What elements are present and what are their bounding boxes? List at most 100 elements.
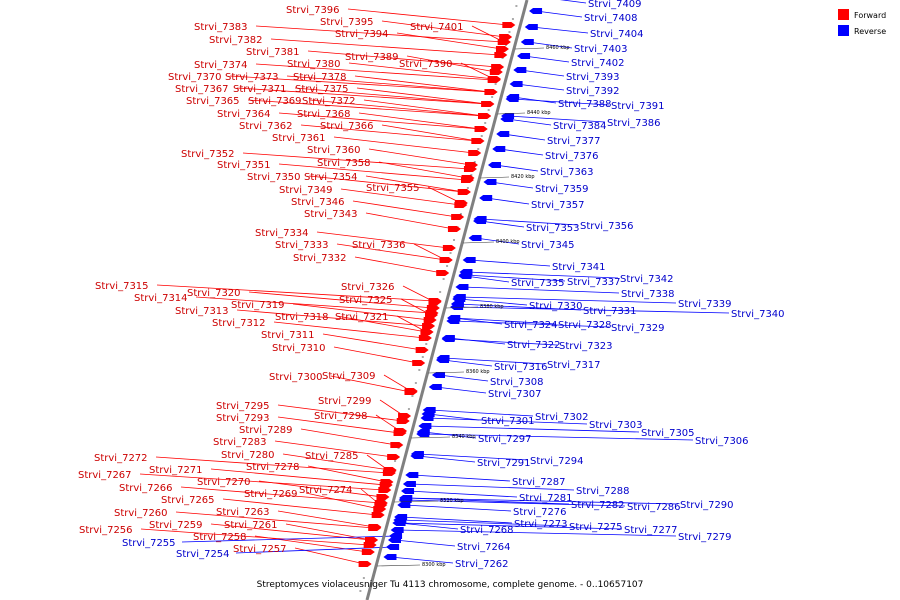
reverse-gene-label[interactable]: Strvi_7264 — [457, 542, 511, 553]
reverse-gene-label[interactable]: Strvi_7337 — [567, 277, 621, 288]
reverse-gene-label[interactable]: Strvi_7291 — [477, 458, 531, 469]
reverse-gene-label[interactable]: Strvi_7388 — [558, 99, 612, 110]
reverse-gene-label[interactable]: Strvi_7308 — [490, 377, 544, 388]
forward-gene-label[interactable]: Strvi_7366 — [320, 121, 374, 132]
forward-gene-label[interactable]: Strvi_7295 — [216, 401, 270, 412]
forward-gene-label[interactable]: Strvi_7369 — [248, 96, 302, 107]
reverse-gene-label[interactable]: Strvi_7306 — [695, 436, 749, 447]
forward-gene-label[interactable]: Strvi_7364 — [217, 109, 271, 120]
reverse-gene-label[interactable]: Strvi_7386 — [607, 118, 661, 129]
forward-gene-label[interactable]: Strvi_7350 — [247, 172, 301, 183]
reverse-gene-label[interactable]: Strvi_7324 — [504, 320, 558, 331]
reverse-gene-label[interactable]: Strvi_7254 — [176, 549, 230, 560]
forward-gene-label[interactable]: Strvi_7315 — [95, 281, 149, 292]
forward-gene-label[interactable]: Strvi_7373 — [225, 72, 279, 83]
reverse-gene-label[interactable]: Strvi_7286 — [627, 502, 681, 513]
reverse-gene-label[interactable]: Strvi_7384 — [553, 121, 607, 132]
forward-gene-label[interactable]: Strvi_7390 — [399, 59, 453, 70]
forward-gene-label[interactable]: Strvi_7320 — [187, 288, 241, 299]
forward-gene-label[interactable]: Strvi_7361 — [272, 133, 326, 144]
forward-gene-label[interactable]: Strvi_7352 — [181, 149, 235, 160]
reverse-gene-label[interactable]: Strvi_7342 — [620, 274, 674, 285]
forward-gene-label[interactable]: Strvi_7334 — [255, 228, 309, 239]
reverse-gene-label[interactable]: Strvi_7331 — [583, 306, 637, 317]
forward-gene-label[interactable]: Strvi_7343 — [304, 209, 358, 220]
reverse-gene-label[interactable]: Strvi_7301 — [481, 416, 535, 427]
reverse-gene-label[interactable]: Strvi_7402 — [571, 58, 625, 69]
reverse-gene-label[interactable]: Strvi_7316 — [494, 362, 548, 373]
reverse-gene-label[interactable]: Strvi_7268 — [460, 525, 514, 536]
forward-gene-label[interactable]: Strvi_7380 — [287, 59, 341, 70]
reverse-gene-label[interactable]: Strvi_7302 — [535, 412, 589, 423]
forward-gene-label[interactable]: Strvi_7372 — [302, 96, 356, 107]
forward-gene-label[interactable]: Strvi_7368 — [297, 109, 351, 120]
reverse-gene-label[interactable]: Strvi_7408 — [584, 13, 638, 24]
forward-gene-label[interactable]: Strvi_7299 — [318, 396, 372, 407]
forward-gene-label[interactable]: Strvi_7260 — [114, 508, 168, 519]
forward-gene-label[interactable]: Strvi_7381 — [246, 47, 300, 58]
forward-gene-label[interactable]: Strvi_7259 — [149, 520, 203, 531]
reverse-gene-label[interactable]: Strvi_7322 — [507, 340, 561, 351]
forward-gene-label[interactable]: Strvi_7395 — [320, 17, 374, 28]
reverse-gene-label[interactable]: Strvi_7329 — [611, 323, 665, 334]
forward-gene-label[interactable]: Strvi_7349 — [279, 185, 333, 196]
forward-gene-label[interactable]: Strvi_7269 — [244, 489, 298, 500]
forward-gene-label[interactable]: Strvi_7358 — [317, 158, 371, 169]
forward-gene-label[interactable]: Strvi_7314 — [134, 293, 188, 304]
forward-gene-label[interactable]: Strvi_7365 — [186, 96, 240, 107]
forward-gene-label[interactable]: Strvi_7298 — [314, 411, 368, 422]
reverse-gene-label[interactable]: Strvi_7391 — [611, 101, 665, 112]
reverse-gene-label[interactable]: Strvi_7403 — [574, 44, 628, 55]
reverse-gene-label[interactable]: Strvi_7282 — [571, 500, 625, 511]
forward-gene-label[interactable]: Strvi_7375 — [295, 84, 349, 95]
forward-gene-label[interactable]: Strvi_7285 — [305, 451, 359, 462]
forward-gene-label[interactable]: Strvi_7278 — [246, 462, 300, 473]
forward-gene-label[interactable]: Strvi_7313 — [175, 306, 229, 317]
reverse-gene-label[interactable]: Strvi_7279 — [678, 532, 732, 543]
forward-gene-label[interactable]: Strvi_7394 — [335, 29, 389, 40]
forward-gene-label[interactable]: Strvi_7370 — [168, 72, 222, 83]
forward-gene-label[interactable]: Strvi_7300 — [269, 372, 323, 383]
forward-gene-label[interactable]: Strvi_7267 — [78, 470, 132, 481]
reverse-gene-label[interactable]: Strvi_7409 — [588, 0, 642, 10]
reverse-gene-label[interactable]: Strvi_7345 — [521, 240, 575, 251]
forward-gene-label[interactable]: Strvi_7274 — [299, 485, 353, 496]
forward-gene-label[interactable]: Strvi_7360 — [307, 145, 361, 156]
forward-gene-label[interactable]: Strvi_7312 — [212, 318, 266, 329]
reverse-gene-label[interactable]: Strvi_7262 — [455, 559, 509, 570]
forward-gene-label[interactable]: Strvi_7389 — [345, 52, 399, 63]
reverse-gene-label[interactable]: Strvi_7303 — [589, 420, 643, 431]
forward-gene-label[interactable]: Strvi_7336 — [352, 240, 406, 251]
forward-gene-label[interactable]: Strvi_7272 — [94, 453, 148, 464]
reverse-gene-label[interactable]: Strvi_7356 — [580, 221, 634, 232]
forward-gene-label[interactable]: Strvi_7311 — [261, 330, 315, 341]
forward-gene-label[interactable]: Strvi_7263 — [216, 507, 270, 518]
reverse-gene-label[interactable]: Strvi_7323 — [559, 341, 613, 352]
reverse-gene-label[interactable]: Strvi_7392 — [566, 86, 620, 97]
forward-gene-label[interactable]: Strvi_7354 — [304, 172, 358, 183]
forward-gene-label[interactable]: Strvi_7396 — [286, 5, 340, 16]
forward-gene-label[interactable]: Strvi_7383 — [194, 22, 248, 33]
reverse-gene-label[interactable]: Strvi_7281 — [519, 493, 573, 504]
reverse-gene-label[interactable]: Strvi_7340 — [731, 309, 785, 320]
reverse-gene-label[interactable]: Strvi_7255 — [122, 538, 176, 549]
reverse-gene-label[interactable]: Strvi_7376 — [545, 151, 599, 162]
reverse-gene-label[interactable]: Strvi_7297 — [478, 434, 532, 445]
reverse-gene-label[interactable]: Strvi_7305 — [641, 428, 695, 439]
forward-gene-label[interactable]: Strvi_7321 — [335, 312, 389, 323]
forward-gene-label[interactable]: Strvi_7367 — [175, 84, 229, 95]
reverse-gene-label[interactable]: Strvi_7328 — [558, 320, 612, 331]
forward-gene-label[interactable]: Strvi_7355 — [366, 183, 420, 194]
reverse-gene-label[interactable]: Strvi_7363 — [540, 167, 594, 178]
reverse-gene-label[interactable]: Strvi_7338 — [621, 289, 675, 300]
reverse-gene-label[interactable]: Strvi_7393 — [566, 72, 620, 83]
reverse-gene-label[interactable]: Strvi_7275 — [569, 522, 623, 533]
reverse-gene-label[interactable]: Strvi_7290 — [680, 500, 734, 511]
forward-gene-label[interactable]: Strvi_7371 — [233, 84, 287, 95]
reverse-gene-label[interactable]: Strvi_7273 — [514, 519, 568, 530]
reverse-gene-label[interactable]: Strvi_7335 — [511, 278, 565, 289]
reverse-gene-label[interactable]: Strvi_7317 — [547, 360, 601, 371]
forward-gene-label[interactable]: Strvi_7362 — [239, 121, 293, 132]
forward-gene-label[interactable]: Strvi_7332 — [293, 253, 347, 264]
reverse-gene-label[interactable]: Strvi_7357 — [531, 200, 585, 211]
